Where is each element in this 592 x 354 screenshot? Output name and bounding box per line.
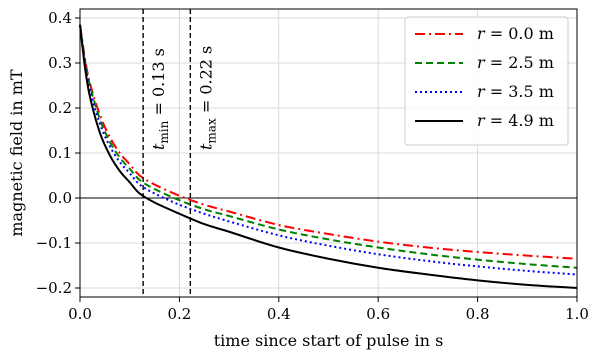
y-axis-label: magnetic field in mT: [7, 69, 26, 237]
series-line-2: [79, 24, 578, 276]
legend: r = 0.0 m r = 2.5 m r = 3.5 m r = 4.9 m: [404, 16, 569, 146]
x-tick-label: 1.0: [565, 305, 589, 323]
x-tick-label: 0.0: [68, 305, 92, 323]
legend-entry-1: r = 2.5 m: [477, 53, 554, 72]
legend-box: [404, 16, 569, 146]
series-line-1: [79, 24, 578, 269]
x-tick-label: 0.4: [267, 305, 291, 323]
annotations: tmin = 0.13 s tmax = 0.22 s: [142, 9, 218, 297]
legend-entry-2: r = 3.5 m: [477, 82, 554, 101]
ticks: 0.0 0.2 0.4 0.6 0.8 1.0 −0.2 −0.1 0.0 0.1 0.2 0.3 0.…: [36, 9, 589, 323]
y-tick-label: 0.2: [48, 99, 72, 117]
y-tick-label: −0.1: [36, 234, 72, 252]
x-tick-label: 0.6: [366, 305, 390, 323]
series-lines: [79, 24, 578, 289]
series-line-0: [79, 24, 578, 260]
y-tick-label: 0.1: [48, 144, 72, 162]
series-line-3: [79, 24, 578, 289]
y-tick-label: 0.4: [48, 9, 72, 27]
x-tick-label: 0.8: [466, 305, 490, 323]
legend-entry-3: r = 4.9 m: [477, 111, 554, 130]
y-tick-label: −0.2: [36, 279, 72, 297]
legend-entry-0: r = 0.0 m: [477, 24, 554, 43]
y-tick-label: 0.0: [48, 189, 72, 207]
x-tick-label: 0.2: [167, 305, 191, 323]
x-axis-label: time since start of pulse in s: [214, 331, 444, 350]
annotation-label-1: tmax = 0.22 s: [196, 46, 218, 150]
y-tick-label: 0.3: [48, 54, 72, 72]
annotation-label-0: tmin = 0.13 s: [149, 48, 171, 150]
